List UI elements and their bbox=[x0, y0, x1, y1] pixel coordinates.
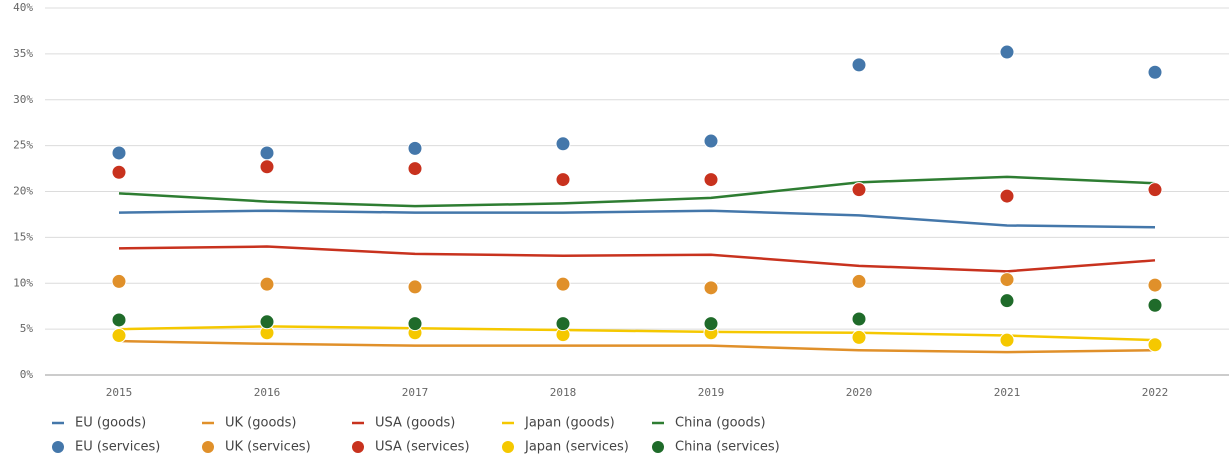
point bbox=[555, 276, 571, 292]
y-tick-label: 0% bbox=[20, 368, 34, 381]
point bbox=[407, 161, 423, 177]
legend-label: China (services) bbox=[675, 440, 780, 455]
point bbox=[851, 182, 867, 198]
legend-label: EU (goods) bbox=[75, 416, 146, 431]
point bbox=[851, 329, 867, 345]
line-series bbox=[118, 245, 1156, 273]
y-tick-label: 35% bbox=[13, 47, 33, 60]
point bbox=[111, 164, 127, 180]
point bbox=[703, 280, 719, 296]
legend-label: Japan (goods) bbox=[524, 416, 615, 431]
point bbox=[259, 314, 275, 330]
x-tick-label: 2020 bbox=[846, 386, 873, 399]
point bbox=[111, 145, 127, 161]
point bbox=[1147, 337, 1163, 353]
y-tick-label: 20% bbox=[13, 185, 33, 198]
point bbox=[111, 328, 127, 344]
point bbox=[555, 172, 571, 188]
point bbox=[407, 140, 423, 156]
point bbox=[1147, 297, 1163, 313]
legend-swatch bbox=[202, 441, 214, 453]
legend-swatch bbox=[502, 441, 514, 453]
x-tick-label: 2021 bbox=[994, 386, 1021, 399]
legend-label: USA (services) bbox=[375, 440, 470, 455]
y-tick-label: 15% bbox=[13, 230, 33, 243]
legend-label: EU (services) bbox=[75, 440, 160, 455]
legend-label: UK (goods) bbox=[225, 416, 297, 431]
point bbox=[999, 332, 1015, 348]
point bbox=[259, 145, 275, 161]
point bbox=[555, 316, 571, 332]
point bbox=[851, 57, 867, 73]
y-tick-label: 10% bbox=[13, 276, 33, 289]
x-tick-label: 2017 bbox=[402, 386, 429, 399]
line-series bbox=[118, 339, 1156, 354]
point bbox=[999, 44, 1015, 60]
point bbox=[1147, 64, 1163, 80]
y-tick-label: 40% bbox=[13, 1, 33, 14]
legend-label: USA (goods) bbox=[375, 416, 455, 431]
point bbox=[259, 276, 275, 292]
x-tick-label: 2018 bbox=[550, 386, 577, 399]
point bbox=[999, 293, 1015, 309]
y-tick-label: 30% bbox=[13, 93, 33, 106]
x-tick-label: 2015 bbox=[106, 386, 133, 399]
point bbox=[851, 273, 867, 289]
point bbox=[851, 311, 867, 327]
line-series bbox=[118, 175, 1156, 208]
point bbox=[703, 172, 719, 188]
x-tick-label: 2022 bbox=[1142, 386, 1169, 399]
point bbox=[407, 316, 423, 332]
point bbox=[111, 273, 127, 289]
y-tick-label: 25% bbox=[13, 139, 33, 152]
legend-label: China (goods) bbox=[675, 416, 766, 431]
point bbox=[1147, 182, 1163, 198]
legend-label: Japan (services) bbox=[524, 440, 629, 455]
line-series bbox=[118, 325, 1156, 342]
point bbox=[999, 272, 1015, 288]
point bbox=[111, 312, 127, 328]
point bbox=[999, 188, 1015, 204]
x-tick-label: 2016 bbox=[254, 386, 281, 399]
legend-label: UK (services) bbox=[225, 440, 311, 455]
point bbox=[555, 136, 571, 152]
legend-swatch bbox=[52, 441, 64, 453]
line-series bbox=[118, 209, 1156, 229]
point bbox=[703, 133, 719, 149]
point bbox=[703, 316, 719, 332]
legend-swatch bbox=[652, 441, 664, 453]
x-tick-label: 2019 bbox=[698, 386, 725, 399]
legend-swatch bbox=[352, 441, 364, 453]
y-tick-label: 5% bbox=[20, 322, 34, 335]
point bbox=[1147, 277, 1163, 293]
point bbox=[259, 159, 275, 175]
point bbox=[407, 279, 423, 295]
